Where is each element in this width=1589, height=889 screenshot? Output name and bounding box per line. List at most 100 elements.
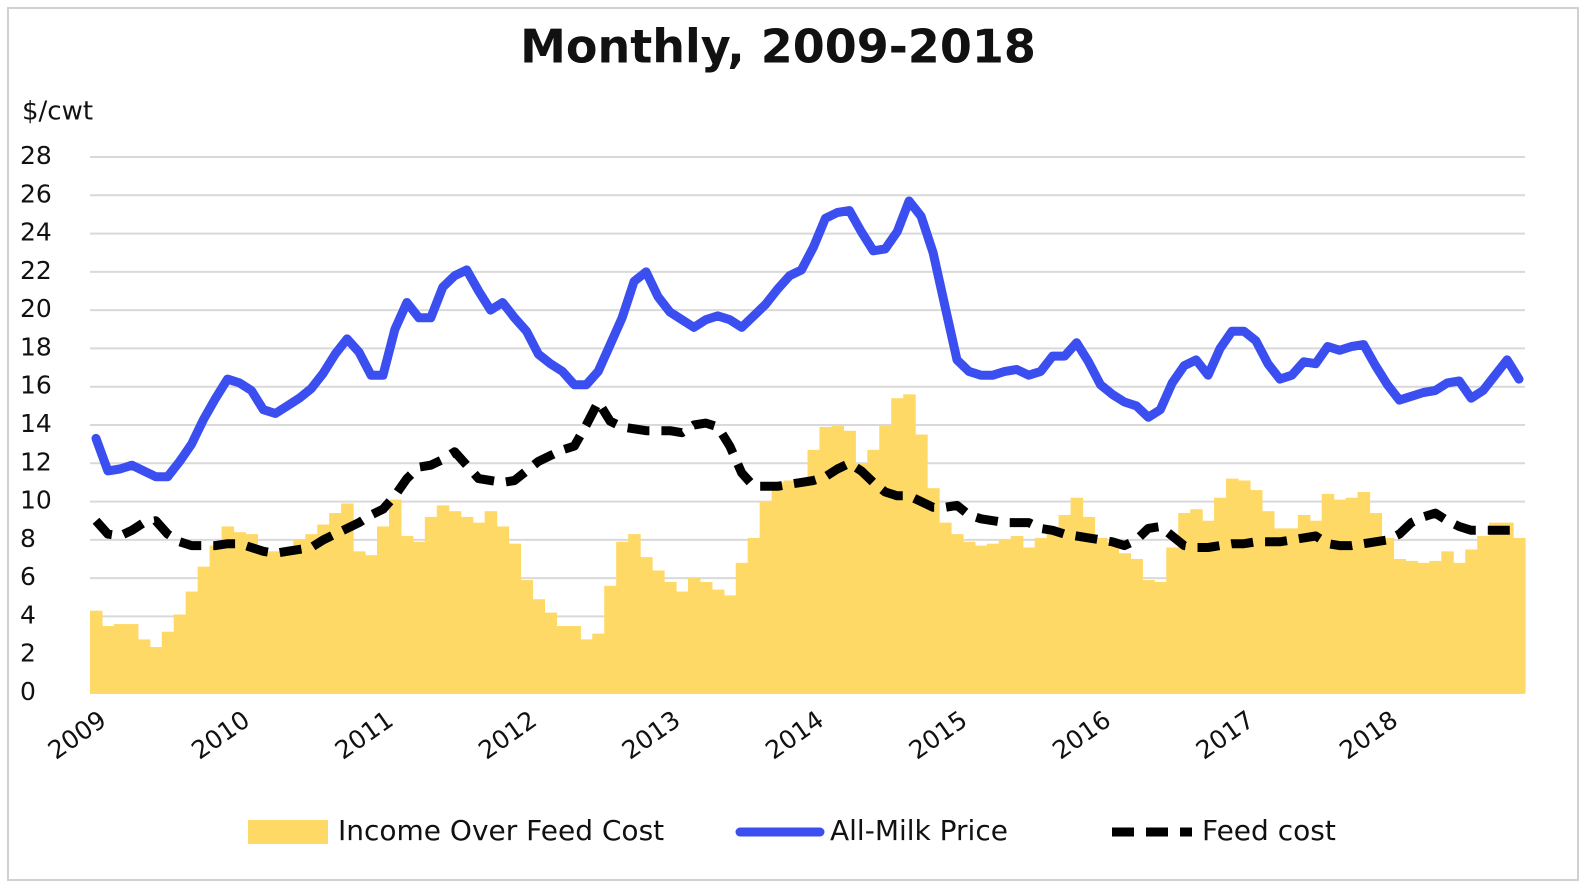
bar: [1130, 559, 1143, 693]
y-tick-label: 4: [20, 600, 36, 629]
bar: [951, 534, 964, 693]
bar: [388, 499, 402, 693]
bar: [1369, 513, 1383, 693]
chart-frame: [7, 7, 1579, 881]
bar: [269, 551, 282, 693]
bar: [341, 503, 354, 693]
bar: [281, 547, 294, 693]
bar: [1106, 541, 1120, 693]
bar: [735, 562, 749, 693]
bar: [819, 426, 833, 693]
bar: [771, 482, 785, 693]
bar: [747, 537, 761, 693]
y-tick-label: 2: [20, 639, 36, 668]
bar: [90, 610, 103, 693]
bar: [903, 394, 916, 693]
y-tick-label: 14: [20, 409, 52, 438]
bar: [1333, 499, 1347, 693]
bar: [1489, 522, 1502, 693]
bar: [628, 534, 641, 693]
bar: [317, 524, 330, 693]
bar: [831, 425, 844, 693]
bar: [161, 631, 175, 693]
bar: [1202, 520, 1215, 693]
bar: [209, 545, 223, 693]
bar: [1070, 497, 1084, 693]
bar: [1393, 559, 1407, 693]
bar: [1261, 511, 1275, 693]
bar: [1082, 516, 1096, 693]
bar: [532, 599, 546, 693]
y-tick-label: 6: [20, 562, 36, 591]
bar: [687, 578, 701, 693]
bar: [221, 526, 235, 693]
bar: [412, 541, 426, 693]
bar: [879, 425, 892, 693]
bar: [113, 624, 127, 693]
bar: [1046, 532, 1060, 693]
bar: [1465, 549, 1478, 693]
bar: [1357, 492, 1371, 693]
bar: [1513, 537, 1526, 693]
bar: [185, 591, 199, 693]
bar: [1022, 547, 1036, 693]
line: [91, 196, 1524, 482]
y-tick-label: 28: [20, 141, 52, 170]
bar: [1501, 522, 1514, 693]
bar: [604, 585, 617, 693]
bar: [1094, 537, 1108, 693]
bar: [197, 566, 211, 693]
bar: [1166, 547, 1179, 693]
bar: [1381, 537, 1395, 693]
bar: [795, 480, 809, 693]
bar: [125, 624, 139, 693]
bar: [233, 532, 247, 693]
bar: [1118, 553, 1131, 693]
bar: [460, 516, 474, 693]
bar: [1297, 514, 1311, 693]
legend-label: Income Over Feed Cost: [338, 814, 664, 847]
bar: [436, 505, 450, 693]
bar: [329, 513, 342, 693]
bar: [711, 589, 725, 693]
bar: [1058, 514, 1072, 693]
bar: [592, 633, 605, 693]
bar: [867, 449, 880, 693]
bar: [1441, 551, 1454, 693]
bar: [1154, 581, 1167, 693]
bar: [448, 511, 462, 693]
bar: [1345, 497, 1359, 693]
bar: [723, 595, 737, 693]
bar: [305, 534, 318, 693]
bar: [927, 488, 940, 693]
bar: [986, 543, 1000, 693]
bar: [1273, 528, 1287, 693]
bar: [855, 463, 868, 693]
bar: [1142, 580, 1155, 693]
bar: [149, 647, 163, 693]
bar: [998, 539, 1012, 693]
bar: [173, 614, 187, 693]
bar: [1309, 520, 1323, 693]
bar: [365, 555, 378, 693]
y-tick-label: 0: [20, 677, 36, 706]
bar: [891, 398, 904, 693]
bar: [616, 541, 629, 693]
bar: [962, 541, 976, 693]
bar: [472, 522, 486, 693]
bar: [293, 539, 306, 693]
y-tick-label: 20: [20, 294, 52, 323]
bar: [843, 430, 856, 693]
bar: [1405, 560, 1418, 693]
bar: [939, 522, 952, 693]
y-tick-label: 18: [20, 332, 52, 361]
y-tick-label: 24: [20, 218, 52, 247]
y-tick-label: 10: [20, 486, 52, 515]
bar: [675, 591, 689, 693]
bar: [1034, 537, 1048, 693]
bar: [520, 580, 534, 693]
y-axis-label: $/cwt: [22, 97, 93, 127]
bar: [664, 581, 677, 693]
bar: [377, 526, 390, 693]
